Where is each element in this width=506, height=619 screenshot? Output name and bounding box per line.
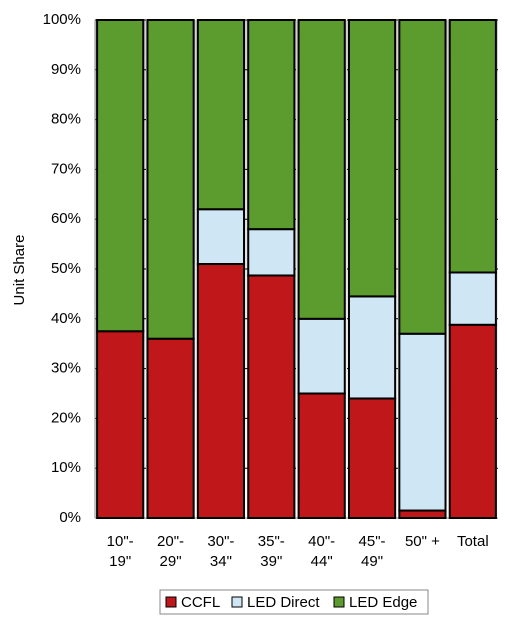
y-tick-label: 90% (51, 61, 81, 78)
bar-segment (347, 19, 397, 298)
y-tick-label: 60% (51, 210, 81, 227)
bar-segment (297, 392, 346, 519)
y-tick-label: 70% (51, 160, 81, 177)
bar-segment (398, 509, 447, 519)
y-tick-label: 100% (43, 11, 81, 28)
x-tick-label: 10"-19" (107, 533, 134, 570)
y-tick-label: 0% (59, 509, 81, 526)
y-tick-label: 40% (51, 310, 81, 327)
bar-segment (347, 295, 397, 400)
bar-segment (347, 397, 397, 520)
x-tick-label: Total (457, 533, 489, 550)
bar-segment (398, 19, 447, 335)
y-tick-label: 80% (51, 111, 81, 128)
y-tick-label: 50% (51, 260, 81, 277)
x-tick-label: 45"-49" (359, 533, 386, 570)
legend-label: LED Edge (349, 594, 417, 611)
bar-segment (448, 19, 497, 274)
bar-segment (297, 19, 346, 320)
legend-swatch (165, 596, 177, 608)
legend-swatch (333, 596, 345, 608)
bar-segment (247, 19, 296, 231)
bar-segment (96, 330, 145, 519)
bar-segment (448, 323, 497, 519)
x-tick-label: 20"-29" (157, 533, 184, 570)
legend (159, 589, 429, 615)
bar-segment (96, 19, 145, 333)
bar-segment (247, 274, 296, 519)
bar-segment (196, 263, 246, 519)
bar-segment (196, 19, 246, 211)
bar-segment (448, 271, 497, 326)
y-axis-label: Unit Share (11, 235, 28, 306)
bar-segment (398, 332, 447, 512)
x-tick-label: 30"-34" (207, 533, 234, 570)
y-tick-label: 20% (51, 409, 81, 426)
x-tick-label: 35"-39" (258, 533, 285, 570)
bar-segment (196, 208, 246, 266)
legend-label: CCFL (181, 594, 220, 611)
bar-segment (247, 228, 296, 277)
bar-segment (146, 19, 195, 340)
x-tick-label: 40"-44" (308, 533, 335, 570)
legend-label: LED Direct (247, 594, 320, 611)
bar-segment (146, 337, 195, 519)
bar-segment (297, 317, 346, 395)
y-tick-label: 10% (51, 459, 81, 476)
y-tick-label: 30% (51, 360, 81, 377)
x-tick-label: 50" + (405, 533, 440, 550)
legend-swatch (231, 596, 243, 608)
